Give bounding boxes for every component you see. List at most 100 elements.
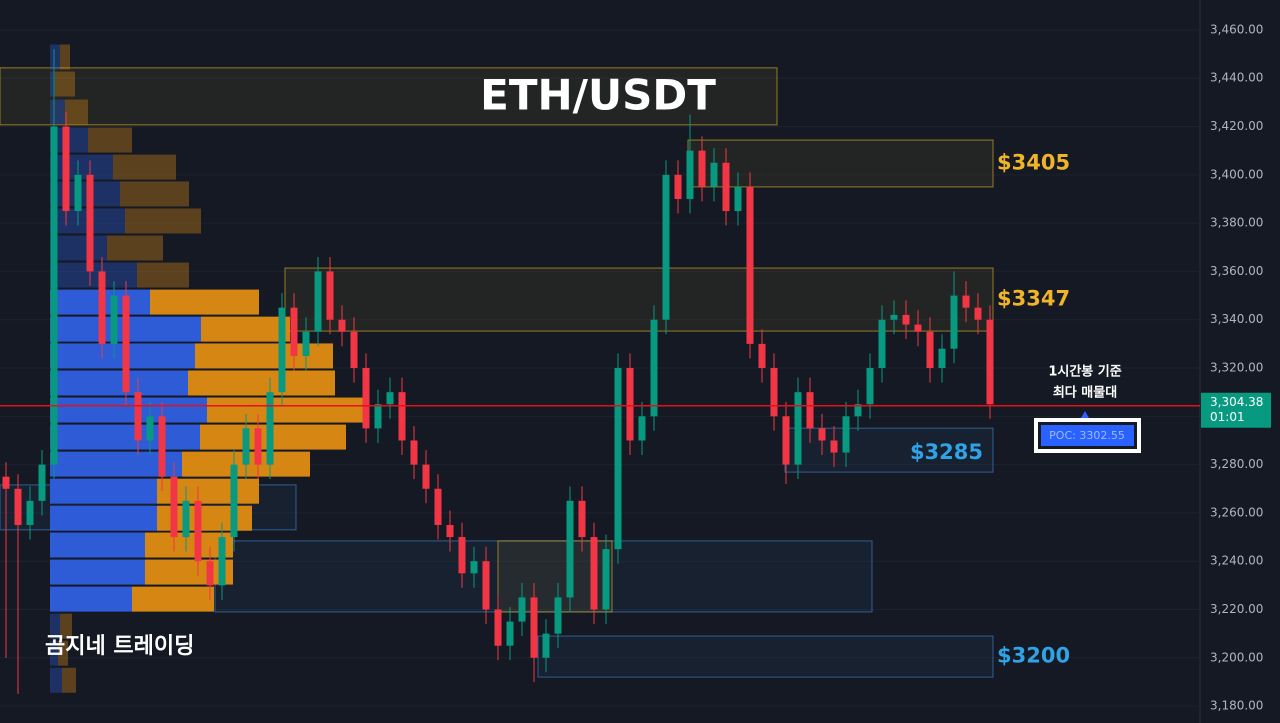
candle-body [542,633,550,658]
y-tick-label: 3,460.00 [1210,22,1263,36]
candle-body [962,295,970,308]
candle-body [734,186,742,212]
profile-buy [50,559,145,585]
candle-body [278,307,286,393]
profile-sell [88,127,132,153]
candle-body [590,537,598,610]
candle-body [674,174,682,199]
y-tick-label: 3,380.00 [1210,216,1263,230]
candle-body [494,609,502,646]
profile-sell [113,154,176,180]
profile-buy [50,181,120,207]
profile-buy [50,424,200,450]
profile-buy [50,71,55,97]
candle-body [170,476,178,538]
y-tick-label: 3,220.00 [1210,602,1263,616]
y-tick-label: 3,280.00 [1210,457,1263,471]
candle-body [422,464,430,489]
poc-pointer [1081,411,1089,418]
candle-body [194,500,202,562]
candle-body [974,307,982,320]
candle-body [410,440,418,465]
candle-body [698,150,706,187]
zone-label: $3405 [997,150,1070,174]
candle-body [746,186,754,344]
candle-body [326,271,334,320]
y-tick-label: 3,200.00 [1210,650,1263,664]
candle-body [854,404,862,417]
candle-body [638,416,646,441]
profile-buy [50,44,60,70]
profile-sell [65,99,88,125]
candle-body [2,476,10,489]
price-tag [1201,392,1271,428]
candle-body [482,561,490,610]
candle-body [782,416,790,465]
candle-body [254,428,262,465]
profile-buy [50,99,65,125]
candle-body [302,331,310,356]
profile-sell [120,181,189,207]
watermark: 곰지네 트레이딩 [45,634,194,659]
candle-body [830,440,838,453]
zone [214,540,873,613]
candle-body [266,392,274,465]
candle-body [890,314,898,320]
candle-body [110,295,118,344]
profile-sell [207,397,365,423]
candle-body [398,392,406,441]
zone [284,267,994,332]
candle-body [218,537,226,586]
candle-body [62,126,70,212]
profile-buy [50,397,207,423]
profile-buy [50,613,60,639]
candle-body [386,392,394,405]
candle-body [50,126,58,465]
y-tick-label: 3,440.00 [1210,71,1263,85]
candle-body [290,307,298,356]
candle-body [434,488,442,525]
candle-body [122,295,130,393]
candle-body [554,597,562,634]
candle-body [866,368,874,405]
candle-body [14,488,22,525]
profile-buy [50,505,157,531]
poc-note: 1시간봉 기준 [1048,364,1121,380]
profile-sell [55,71,75,97]
candle-body [362,368,370,429]
candle-body [986,319,994,405]
y-tick-label: 3,360.00 [1210,264,1263,278]
candle-body [626,368,634,441]
profile-sell [62,667,76,693]
candle-body [566,500,574,598]
candle-body [470,561,478,574]
candle-body [878,319,886,369]
y-tick-label: 3,320.00 [1210,361,1263,375]
candle-body [722,162,730,212]
candle-body [338,319,346,332]
candle-body [314,271,322,332]
candle-body [98,271,106,344]
price-tag-label: 3,304.38 [1210,395,1263,409]
profile-sell [60,613,72,639]
candle-body [446,524,454,538]
candle-body [146,416,154,441]
candle-body [902,314,910,325]
zone-label: $3285 [910,440,983,464]
profile-sell [137,262,189,288]
poc-box [1041,425,1134,446]
profile-sell [145,559,233,585]
y-tick-label: 3,240.00 [1210,554,1263,568]
candle-body [74,174,82,212]
candle-body [662,174,670,320]
profile-sell [58,640,68,666]
candle-body [518,597,526,622]
y-tick-label: 3,420.00 [1210,119,1263,133]
profile-buy [50,532,145,558]
profile-buy [50,640,58,666]
candle-body [458,537,466,574]
candle-body [86,174,94,272]
candle-body [914,324,922,332]
candle-body [242,428,250,465]
